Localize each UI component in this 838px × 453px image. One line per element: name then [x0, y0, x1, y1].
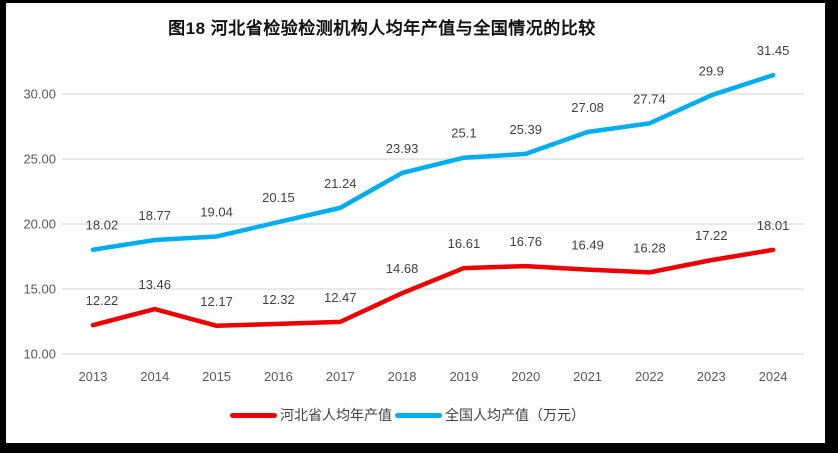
- line-chart: 10.00 15.00 20.00 25.00 30.00 2013 2014 2015 201…: [23, 43, 804, 384]
- x-axis-tick-label: 2017: [326, 369, 355, 384]
- data-label: 29.9: [699, 63, 724, 78]
- x-axis-tick-label: 2021: [573, 369, 602, 384]
- series-line-national: [90, 72, 776, 252]
- x-axis-tick-label: 2024: [759, 369, 788, 384]
- chart-legend: 河北省人均年产值 全国人均产值（万元）: [6, 405, 825, 425]
- x-axis-tick-label: 2014: [140, 369, 169, 384]
- x-axis-tick-label: 2018: [388, 369, 417, 384]
- data-label: 16.61: [448, 236, 481, 251]
- data-label: 12.32: [262, 292, 295, 307]
- data-label: 20.15: [262, 190, 295, 205]
- data-label: 23.93: [386, 141, 419, 156]
- data-label: 19.04: [200, 204, 233, 219]
- data-label: 21.24: [324, 176, 357, 191]
- data-label: 17.22: [695, 228, 728, 243]
- data-label: 13.46: [138, 277, 171, 292]
- data-label: 27.08: [571, 100, 604, 115]
- legend-label-national: 全国人均产值（万元）: [445, 407, 585, 423]
- data-label: 12.17: [200, 294, 233, 309]
- x-axis-tick-label: 2023: [697, 369, 726, 384]
- y-axis-tick-label: 30.00: [23, 87, 56, 102]
- data-label: 12.47: [324, 290, 357, 305]
- data-label: 25.1: [451, 126, 476, 141]
- x-axis-tick-label: 2015: [202, 369, 231, 384]
- y-axis-tick-label: 15.00: [23, 282, 56, 297]
- y-axis-tick-label: 25.00: [23, 152, 56, 167]
- data-label: 12.22: [86, 293, 119, 308]
- data-label: 16.76: [509, 234, 542, 249]
- legend-marker-national-icon: [395, 412, 442, 418]
- y-axis-tick-label: 20.00: [23, 217, 56, 232]
- series-line-hebei: [90, 247, 776, 329]
- x-axis-tick-label: 2013: [78, 369, 107, 384]
- data-label: 27.74: [633, 91, 666, 106]
- data-label: 16.49: [571, 238, 604, 253]
- data-label: 18.02: [86, 218, 119, 233]
- data-label: 14.68: [386, 261, 419, 276]
- y-axis-tick-label: 10.00: [23, 347, 56, 362]
- x-axis-tick-label: 2022: [635, 369, 664, 384]
- legend-marker-hebei-icon: [230, 412, 277, 418]
- data-label: 18.77: [138, 208, 171, 223]
- x-axis-tick-label: 2019: [449, 369, 478, 384]
- data-label: 18.01: [757, 218, 790, 233]
- data-label: 25.39: [509, 122, 542, 137]
- x-axis-tick-label: 2016: [264, 369, 293, 384]
- legend-label-hebei: 河北省人均年产值: [280, 407, 392, 423]
- x-axis-tick-label: 2020: [511, 369, 540, 384]
- data-label: 16.28: [633, 240, 666, 255]
- chart-title: 图18 河北省检验检测机构人均年产值与全国情况的比较: [168, 19, 596, 38]
- data-label: 31.45: [757, 43, 790, 58]
